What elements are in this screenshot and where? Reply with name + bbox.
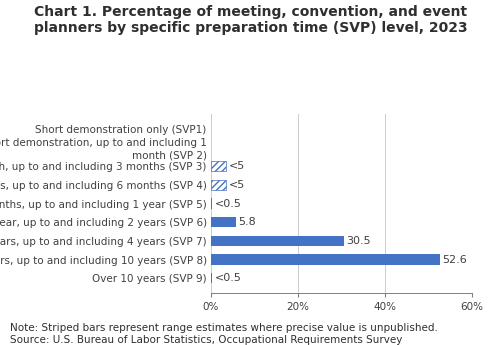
- Bar: [210, 255, 439, 265]
- Text: Note: Striped bars represent range estimates where precise value is unpublished.: Note: Striped bars represent range estim…: [10, 323, 437, 345]
- Bar: [210, 180, 225, 190]
- Text: <0.5: <0.5: [214, 273, 241, 283]
- Bar: [210, 198, 212, 209]
- Text: 30.5: 30.5: [346, 236, 370, 246]
- Text: <0.5: <0.5: [214, 199, 241, 208]
- Text: 5.8: 5.8: [238, 217, 256, 227]
- Bar: [210, 161, 225, 171]
- Text: <5: <5: [228, 161, 244, 171]
- Text: Chart 1. Percentage of meeting, convention, and event
planners by specific prepa: Chart 1. Percentage of meeting, conventi…: [34, 5, 467, 36]
- Bar: [210, 236, 343, 246]
- Bar: [210, 217, 235, 227]
- Bar: [210, 273, 212, 284]
- Text: 52.6: 52.6: [441, 255, 466, 265]
- Text: <5: <5: [228, 180, 244, 190]
